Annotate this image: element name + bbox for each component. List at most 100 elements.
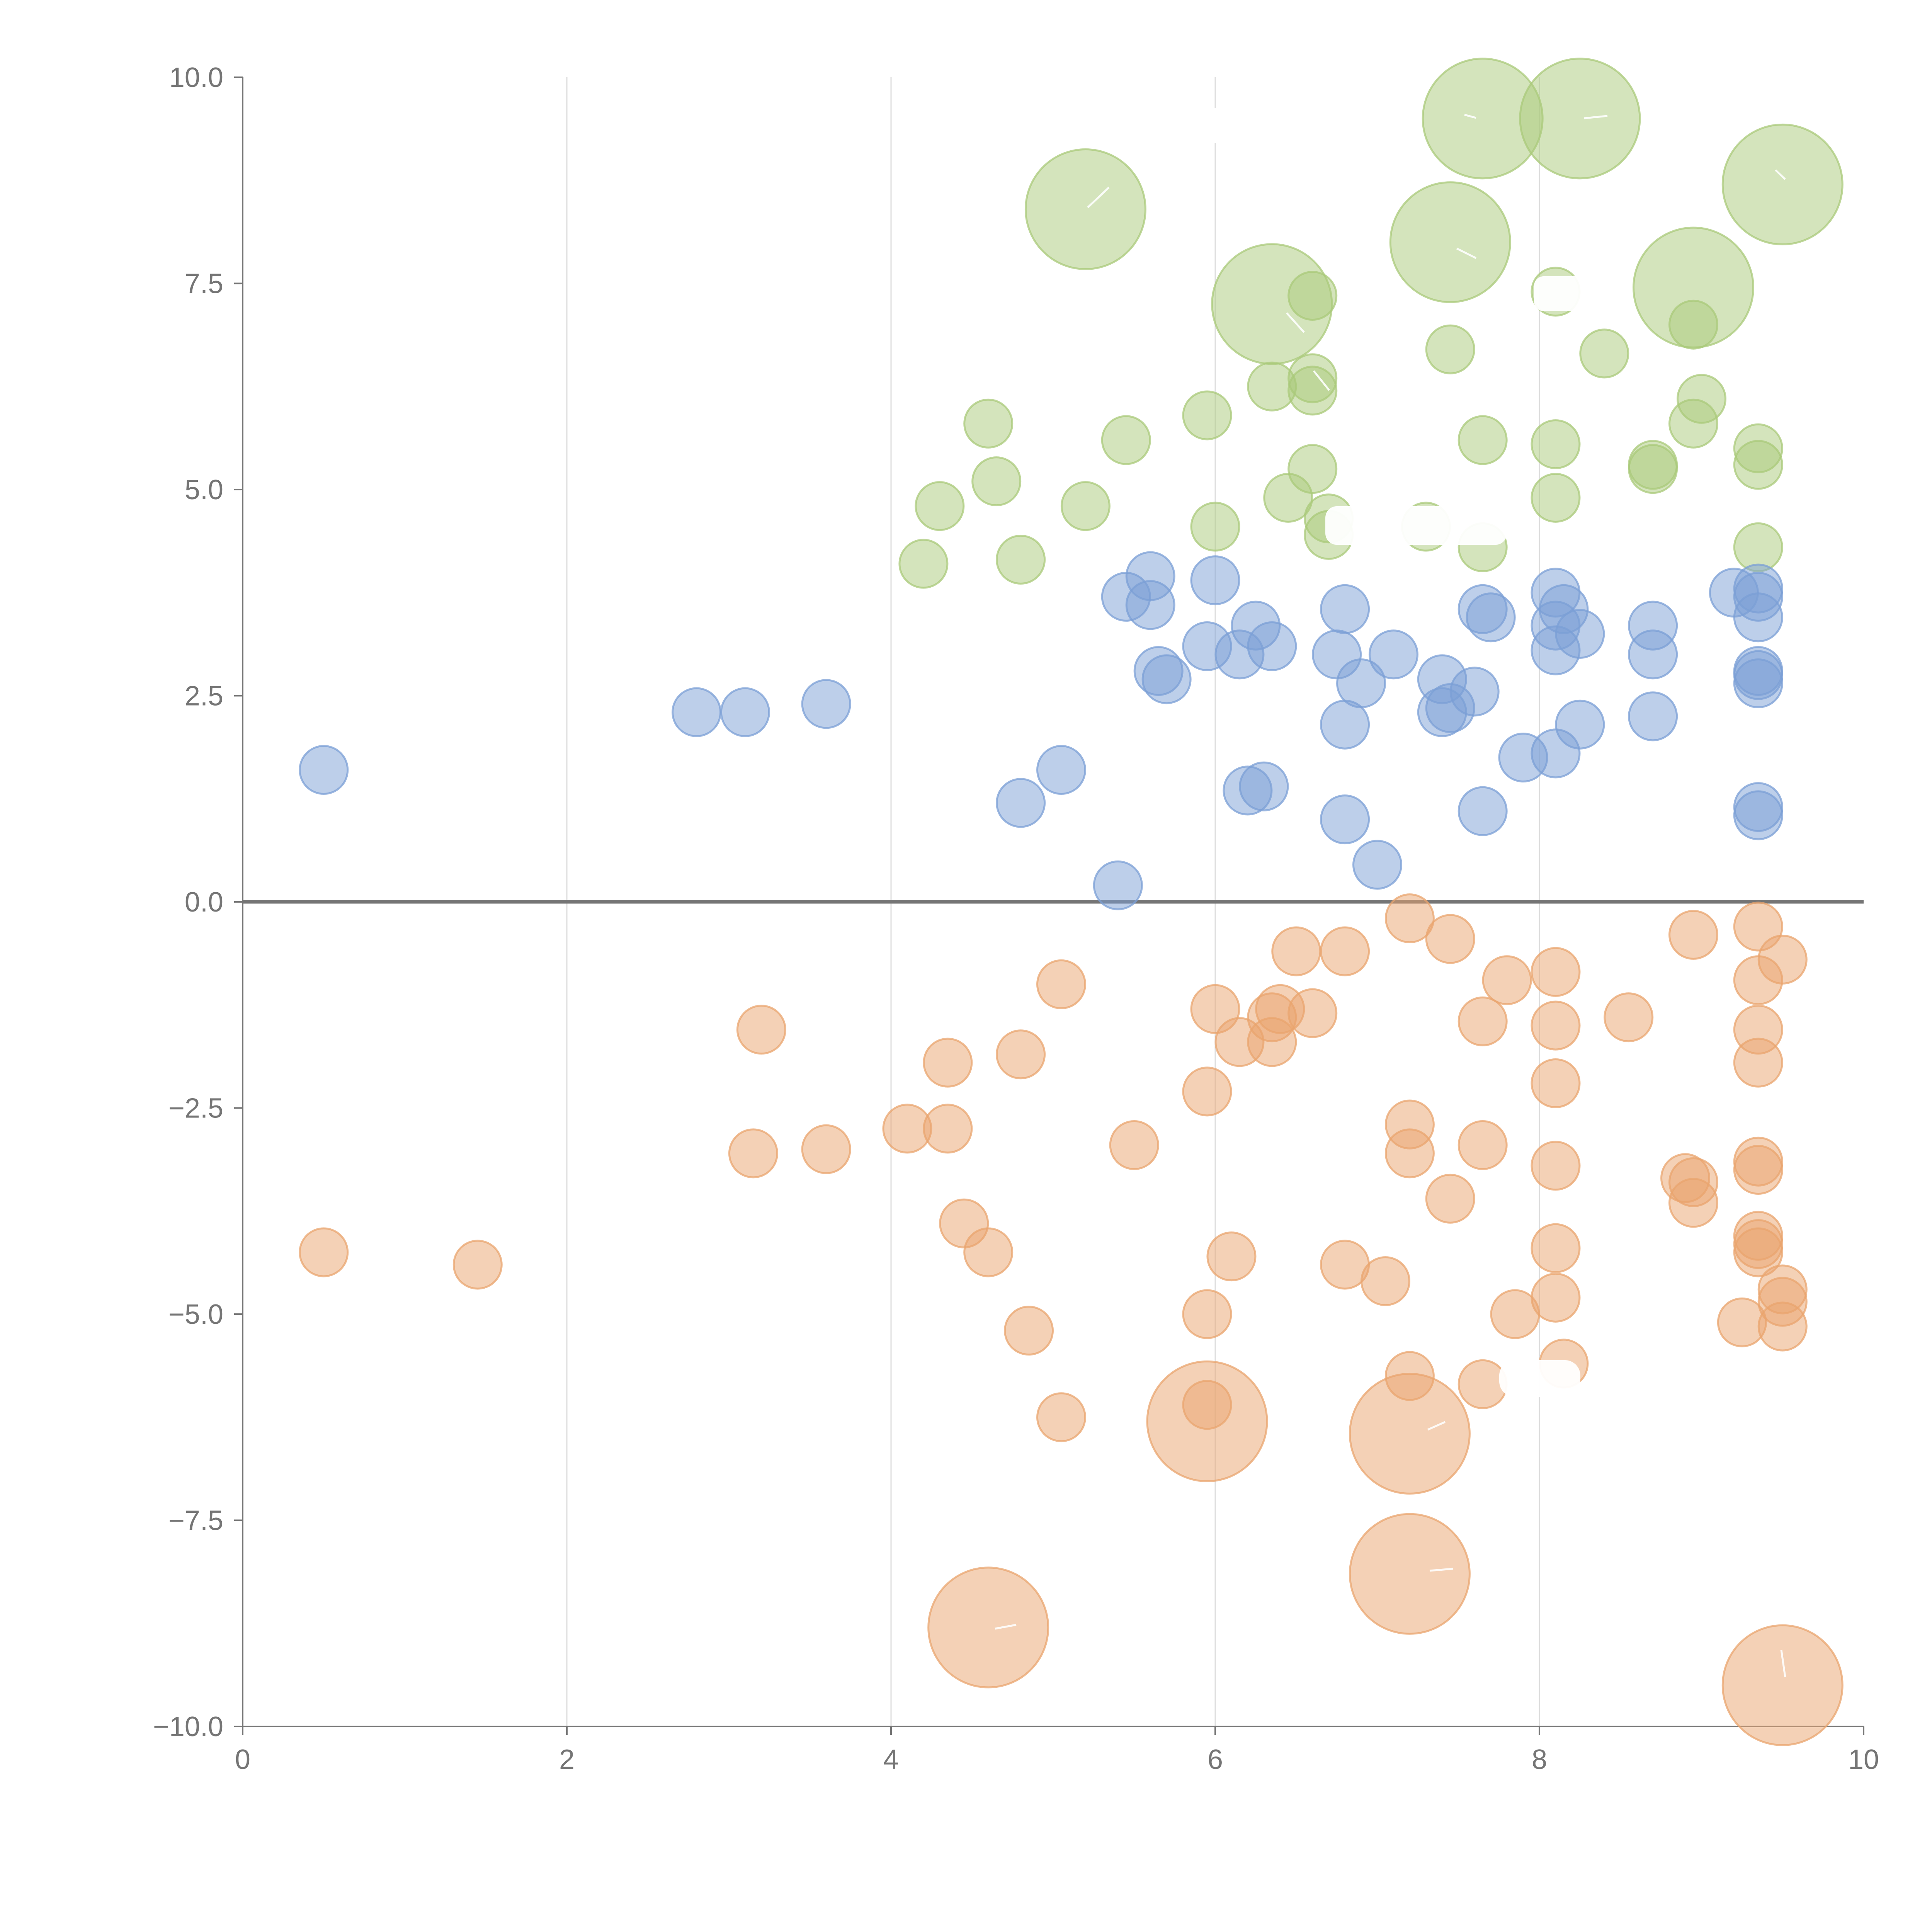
data-point <box>728 1128 778 1179</box>
data-point <box>1320 926 1370 976</box>
data-point <box>1182 390 1232 440</box>
leader-line <box>1427 1421 1446 1431</box>
data-point <box>1352 840 1402 890</box>
data-point <box>1389 181 1511 303</box>
data-point <box>1721 123 1844 245</box>
data-point <box>971 456 1022 507</box>
leader-line <box>1087 187 1110 208</box>
y-tick-label: 7.5 <box>185 269 223 299</box>
data-point <box>1368 629 1418 680</box>
data-point <box>720 687 770 737</box>
data-point <box>1458 1359 1508 1409</box>
data-point <box>1384 1128 1435 1179</box>
y-tick-label: −10.0 <box>153 1711 223 1742</box>
data-point <box>1757 1301 1808 1352</box>
data-point <box>1531 625 1581 675</box>
data-point <box>898 539 949 589</box>
data-point <box>1531 947 1581 997</box>
data-point <box>1024 148 1146 270</box>
data-point <box>1425 1173 1475 1224</box>
data-point <box>1628 629 1678 680</box>
data-point <box>1320 699 1370 750</box>
data-point <box>1721 1624 1844 1746</box>
data-point <box>1287 366 1338 416</box>
data-point <box>1093 860 1143 910</box>
data-point <box>1482 955 1532 1005</box>
data-point <box>1668 398 1719 449</box>
data-point <box>1182 1380 1232 1430</box>
data-point <box>1206 1231 1257 1282</box>
data-point <box>927 1566 1049 1689</box>
y-tick-label: 0.0 <box>185 887 223 918</box>
data-point <box>1271 926 1321 976</box>
data-point <box>1004 1306 1054 1356</box>
data-point <box>1733 1037 1783 1088</box>
leader-line <box>1429 1568 1453 1572</box>
data-point <box>1036 1392 1086 1442</box>
data-point <box>1458 415 1508 465</box>
annotation-blob <box>1534 276 1584 311</box>
data-point <box>1579 328 1629 379</box>
data-point <box>1555 699 1605 750</box>
data-point <box>1384 893 1435 944</box>
data-point <box>1668 910 1719 960</box>
leader-line <box>1775 169 1786 180</box>
data-point <box>1247 621 1297 671</box>
data-point <box>923 1037 973 1088</box>
data-point <box>996 534 1046 585</box>
y-tick-label: 5.0 <box>185 474 223 505</box>
data-point <box>915 481 965 531</box>
data-point <box>996 778 1046 828</box>
data-points <box>299 58 1844 1746</box>
data-point <box>1101 415 1151 465</box>
data-point <box>1531 473 1581 523</box>
data-point <box>1757 934 1808 985</box>
y-tick-label: 2.5 <box>185 681 223 712</box>
data-point <box>801 1124 851 1174</box>
data-point <box>1190 555 1240 605</box>
data-point <box>1036 745 1086 795</box>
data-point <box>1531 1272 1581 1323</box>
leader-line <box>1780 1650 1786 1677</box>
data-point <box>1668 1178 1719 1228</box>
data-point <box>1519 58 1641 180</box>
data-point <box>801 679 851 729</box>
data-point <box>1628 691 1678 742</box>
data-point <box>1733 440 1783 490</box>
data-point <box>1239 761 1289 811</box>
data-point <box>1425 914 1475 964</box>
data-point <box>1449 667 1500 717</box>
data-point <box>672 687 722 737</box>
leader-line <box>1464 114 1476 119</box>
data-point <box>1287 988 1338 1038</box>
y-tick-label: −2.5 <box>168 1093 223 1124</box>
leader-line <box>1313 370 1330 391</box>
data-point <box>1458 996 1508 1046</box>
data-point <box>1733 1145 1783 1195</box>
data-point <box>299 745 349 795</box>
data-point <box>1458 1120 1508 1170</box>
data-point <box>1384 1351 1435 1401</box>
annotation-blob <box>1499 1360 1580 1397</box>
data-point <box>1349 1513 1471 1635</box>
x-tick-label: 10 <box>1848 1744 1879 1775</box>
data-point <box>299 1227 349 1277</box>
data-point <box>923 1104 973 1154</box>
data-point <box>1182 1066 1232 1117</box>
y-tick-label: 10.0 <box>169 62 223 93</box>
x-tick-label: 6 <box>1208 1744 1223 1775</box>
data-point <box>1466 592 1516 643</box>
data-point <box>1190 502 1240 552</box>
y-tick-label: −7.5 <box>168 1505 223 1536</box>
data-point <box>1287 271 1338 321</box>
data-point <box>1531 1000 1581 1051</box>
data-point <box>1531 1141 1581 1191</box>
data-point <box>1668 299 1719 350</box>
x-tick-label: 8 <box>1532 1744 1547 1775</box>
annotation-blob <box>1206 108 1221 143</box>
data-point <box>1320 584 1370 634</box>
data-point <box>963 1227 1014 1277</box>
data-point <box>452 1240 503 1290</box>
